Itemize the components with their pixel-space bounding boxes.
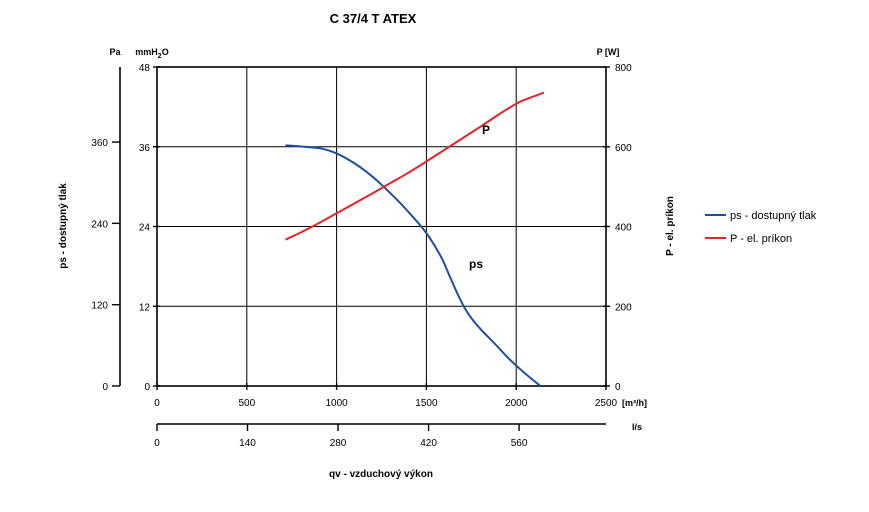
x-tick-label: 500 xyxy=(238,398,255,409)
legend-label-p: P - el. príkon xyxy=(730,233,792,245)
chart-title: C 37/4 T ATEX xyxy=(330,11,417,26)
curves xyxy=(285,91,545,387)
x-tick-label: 2000 xyxy=(505,398,528,409)
mmh2o-axis-unit: mmH2O xyxy=(135,47,168,60)
mmh2o-unit-sub: 2 xyxy=(158,53,162,60)
grid xyxy=(157,67,606,386)
mmh2o-tick-label: 12 xyxy=(139,302,151,313)
mmh2o-tick-label: 0 xyxy=(144,382,150,393)
x-tick-label: 0 xyxy=(154,398,160,409)
left-axis-title: ps - dostupný tlak xyxy=(58,183,69,269)
pa-axis: 0 120 240 360 Pa xyxy=(91,47,121,393)
power-tick-label: 0 xyxy=(615,382,621,393)
mmh2o-tick-label: 36 xyxy=(139,143,151,154)
mmh2o-unit-base: mmH xyxy=(135,47,158,57)
pa-axis-unit: Pa xyxy=(109,47,121,57)
mmh2o-unit-tail: O xyxy=(162,47,169,57)
ls-axis-unit: l/s xyxy=(632,422,642,432)
power-tick-label: 400 xyxy=(615,223,632,234)
x-axis-unit: [m³/h] xyxy=(622,398,647,408)
legend: ps - dostupný tlak P - el. príkon xyxy=(705,210,817,245)
x-tick-label: 2500 xyxy=(595,398,618,409)
mmh2o-tick-label: 48 xyxy=(139,63,151,74)
x-tick-label: 1500 xyxy=(415,398,438,409)
ps-curve-label: ps xyxy=(469,257,483,271)
pa-tick-label: 360 xyxy=(91,138,108,149)
mmh2o-tick-label: 24 xyxy=(139,223,151,234)
power-tick-label: 800 xyxy=(615,63,632,74)
ls-tick-label: 140 xyxy=(239,438,256,449)
power-tick-label: 200 xyxy=(615,302,632,313)
pa-tick-label: 240 xyxy=(91,219,108,230)
power-axis-unit: P [W] xyxy=(597,47,620,57)
ls-axis: 0 140 280 420 560 l/s xyxy=(154,422,642,449)
ps-curve xyxy=(285,144,541,387)
ls-tick-label: 280 xyxy=(330,438,347,449)
legend-label-ps: ps - dostupný tlak xyxy=(730,210,817,222)
p-curve-label: P xyxy=(482,123,490,137)
ls-tick-label: 560 xyxy=(511,438,528,449)
pa-tick-label: 0 xyxy=(102,382,108,393)
ls-tick-label: 0 xyxy=(154,438,160,449)
right-axis-title: P - el. príkon xyxy=(665,196,676,256)
pa-tick-label: 120 xyxy=(91,301,108,312)
p-curve xyxy=(285,91,545,241)
power-tick-label: 600 xyxy=(615,143,632,154)
ls-tick-label: 420 xyxy=(420,438,437,449)
x-axis-title: qv - vzduchový výkon xyxy=(329,469,433,480)
x-tick-label: 1000 xyxy=(325,398,348,409)
